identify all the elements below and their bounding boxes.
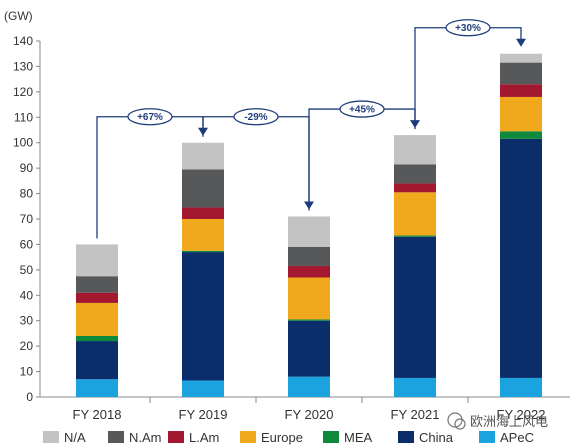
bar-segment-n-a [394, 135, 436, 165]
bar-segment-l-am [394, 183, 436, 193]
legend-swatch [240, 431, 256, 443]
bar-segment-mea [182, 250, 224, 253]
bar-segment-l-am [500, 84, 542, 97]
x-tick-label: FY 2020 [285, 407, 334, 422]
bar-segment-europe [182, 219, 224, 251]
y-tick-label: 130 [13, 59, 33, 73]
bar-segment-europe [76, 302, 118, 336]
watermark: 欧洲海上风电 [447, 412, 548, 430]
bar-segment-apec [394, 377, 436, 397]
bar-segment-apec [76, 379, 118, 397]
bar-segment-l-am [76, 292, 118, 303]
legend-item: Europe [240, 430, 303, 445]
arrow-down-icon [516, 38, 526, 47]
legend-swatch [108, 431, 124, 443]
bar-segment-europe [288, 277, 330, 320]
growth-badge-label: +45% [349, 105, 375, 116]
bar-segment-china [394, 236, 436, 378]
growth-badge [339, 100, 385, 118]
y-tick-label: 10 [20, 365, 34, 379]
bar-segment-china [500, 138, 542, 378]
bar-segment-n-a [500, 53, 542, 63]
x-tick-label: FY 2021 [391, 407, 440, 422]
bar-segment-l-am [288, 266, 330, 278]
legend-swatch [479, 431, 495, 443]
legend-item: N/A [43, 430, 86, 445]
legend-item: China [398, 430, 454, 445]
growth-annotation: +45% [308, 100, 420, 211]
y-tick-label: 40 [20, 288, 34, 302]
y-tick-label: 90 [20, 161, 34, 175]
legend-item: MEA [323, 430, 373, 445]
bar-segment-n-am [500, 62, 542, 85]
growth-annotation: +30% [414, 19, 526, 130]
growth-badge-label: +67% [137, 112, 163, 123]
bar-segment-n-am [76, 276, 118, 293]
bar-segment-mea [500, 131, 542, 139]
y-tick-label: 120 [13, 85, 33, 99]
bar-segment-apec [182, 380, 224, 397]
y-unit-label: (GW) [4, 9, 33, 23]
legend-label: MEA [344, 430, 373, 445]
y-tick-label: 0 [26, 390, 33, 404]
growth-badge [127, 108, 173, 126]
legend-item: L.Am [168, 430, 219, 445]
y-tick-label: 80 [20, 187, 34, 201]
growth-badge-label: +30% [455, 23, 481, 34]
legend-item: N.Am [108, 430, 162, 445]
bar-segment-mea [76, 335, 118, 342]
growth-badge [445, 19, 491, 37]
x-tick-label: FY 2022 [497, 407, 546, 422]
y-tick-label: 70 [20, 212, 34, 226]
legend-swatch [323, 431, 339, 443]
y-tick-label: 100 [13, 136, 33, 150]
legend-swatch [168, 431, 184, 443]
legend-label: N/A [64, 430, 86, 445]
legend-label: N.Am [129, 430, 162, 445]
legend-item: APeC [479, 430, 534, 445]
y-tick-label: 60 [20, 237, 34, 251]
legend-label: China [419, 430, 454, 445]
bar-segment-n-a [182, 142, 224, 170]
legend-label: L.Am [189, 430, 219, 445]
bar-segment-apec [500, 377, 542, 397]
bar-segment-n-am [288, 246, 330, 267]
bar-segment-apec [288, 376, 330, 397]
y-tick-label: 30 [20, 314, 34, 328]
growth-badge [233, 108, 279, 126]
watermark-text: 欧洲海上风电 [470, 415, 548, 430]
bar-segment-europe [394, 192, 436, 236]
bar-segment-mea [288, 319, 330, 321]
bar-segment-n-am [394, 164, 436, 184]
bar-segment-europe [500, 96, 542, 132]
y-tick-label: 50 [20, 263, 34, 277]
bar-segment-china [182, 252, 224, 381]
legend-label: Europe [261, 430, 303, 445]
bar-segment-mea [394, 235, 436, 237]
growth-badge-label: -29% [244, 112, 267, 123]
legend-label: APeC [500, 430, 534, 445]
bar-segment-n-am [182, 169, 224, 208]
bar-segment-l-am [182, 207, 224, 219]
bar-segment-china [76, 341, 118, 380]
bar-segment-n-a [288, 216, 330, 247]
legend-swatch [43, 431, 59, 443]
x-tick-label: FY 2019 [179, 407, 228, 422]
legend-swatch [398, 431, 414, 443]
y-tick-label: 20 [20, 339, 34, 353]
x-tick-label: FY 2018 [73, 407, 122, 422]
bar-segment-china [288, 320, 330, 377]
bar-segment-n-a [76, 244, 118, 277]
wechat-logo-icon-inner [454, 418, 466, 430]
y-tick-label: 110 [14, 110, 33, 124]
y-tick-label: 140 [13, 34, 33, 48]
